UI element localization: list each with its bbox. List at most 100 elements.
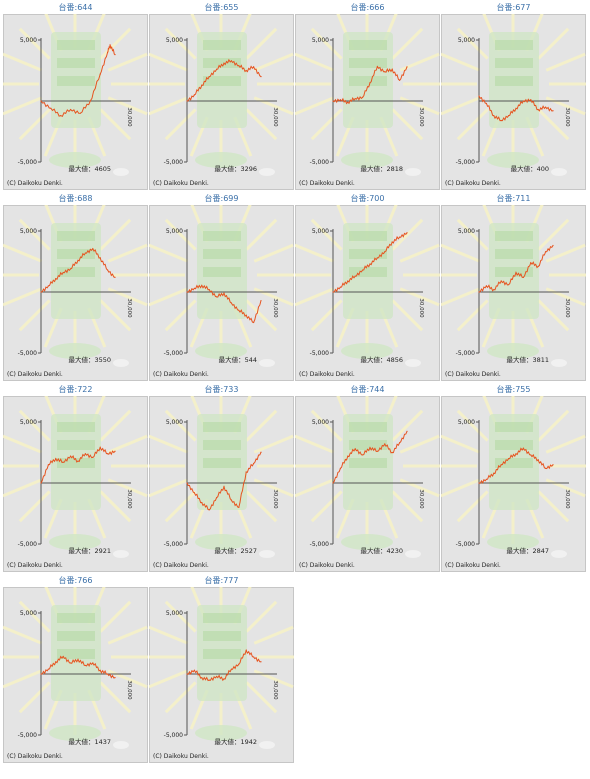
- chart-title[interactable]: 台番:744: [350, 385, 385, 394]
- chart-title[interactable]: 台番:755: [496, 385, 531, 394]
- x-label-end: 30,000: [564, 107, 570, 127]
- watermark-ray: [3, 243, 43, 263]
- chart-title[interactable]: 台番:700: [350, 194, 385, 203]
- watermark-ray: [18, 299, 51, 332]
- watermark-window: [203, 249, 241, 259]
- watermark-window: [203, 631, 241, 641]
- data-point: [253, 66, 255, 68]
- y-label-bottom: -5,000: [164, 159, 184, 166]
- chart-title[interactable]: 台番:677: [496, 3, 531, 12]
- chart-cell: 台番:677 5,000 -5,000 30,000 最大値：400 (C) Daikok…: [441, 0, 586, 190]
- data-point: [245, 69, 247, 72]
- watermark-ray: [107, 287, 148, 307]
- y-label-bottom: -5,000: [456, 541, 476, 548]
- watermark-window: [495, 231, 533, 241]
- watermark-ray: [253, 478, 294, 498]
- x-label-end: 30,000: [564, 489, 570, 509]
- data-point: [508, 458, 510, 460]
- data-point: [238, 506, 240, 508]
- watermark-ray: [391, 409, 424, 442]
- chart-title[interactable]: 台番:666: [350, 3, 385, 12]
- data-point: [55, 661, 57, 663]
- watermark-ray: [164, 409, 197, 442]
- watermark-ray: [537, 108, 570, 141]
- y-label-top: 5,000: [20, 610, 37, 617]
- y-label-top: 5,000: [166, 228, 183, 235]
- chart-cell: 台番:722 5,000 -5,000 30,000 最大値：2921 (C) Daiko…: [3, 382, 148, 572]
- watermark-ray: [99, 600, 132, 633]
- data-point: [347, 101, 349, 103]
- data-point: [99, 669, 101, 671]
- chart-title[interactable]: 台番:777: [204, 576, 239, 585]
- watermark-window: [57, 440, 95, 450]
- watermark-spot: [551, 359, 567, 367]
- data-point: [201, 284, 203, 286]
- y-label-top: 5,000: [458, 228, 475, 235]
- data-point: [530, 454, 532, 456]
- chart-cell: 台番:711 5,000 -5,000 30,000 最大値：3811 (C) Daiko…: [441, 191, 586, 381]
- watermark-ray: [245, 600, 278, 633]
- watermark-ray: [164, 490, 197, 523]
- watermark-window: [203, 613, 241, 623]
- x-label-end: 30,000: [126, 298, 132, 318]
- chart-title[interactable]: 台番:711: [496, 194, 531, 203]
- watermark-window: [203, 458, 241, 468]
- watermark-window: [203, 40, 241, 50]
- y-label-top: 5,000: [312, 37, 329, 44]
- chart-title[interactable]: 台番:644: [58, 3, 93, 12]
- x-label-end: 30,000: [272, 680, 278, 700]
- watermark-ray: [391, 27, 424, 60]
- watermark-window: [57, 422, 95, 432]
- chart-title[interactable]: 台番:722: [58, 385, 93, 394]
- data-point: [508, 284, 510, 286]
- chart-title[interactable]: 台番:733: [204, 385, 239, 394]
- data-point: [537, 459, 539, 461]
- data-point: [40, 291, 42, 293]
- chart-title[interactable]: 台番:699: [204, 194, 239, 203]
- max-value-label: 最大値：544: [219, 355, 257, 364]
- chart-title[interactable]: 台番:688: [58, 194, 93, 203]
- chart-title[interactable]: 台番:766: [58, 576, 93, 585]
- data-point: [50, 107, 52, 109]
- data-point: [223, 486, 225, 488]
- watermark-ray: [18, 490, 51, 523]
- watermark-ray: [149, 669, 189, 689]
- data-point: [92, 662, 94, 664]
- x-label-end: 30,000: [126, 489, 132, 509]
- x-label-end: 30,000: [564, 298, 570, 318]
- watermark-ray: [107, 52, 148, 72]
- data-point: [238, 309, 240, 311]
- data-point: [399, 79, 401, 81]
- data-point: [216, 68, 218, 70]
- y-label-top: 5,000: [166, 419, 183, 426]
- data-point: [478, 482, 480, 484]
- watermark-ray: [310, 490, 343, 523]
- watermark-ray: [253, 96, 294, 116]
- watermark-ray: [399, 287, 440, 307]
- data-point: [84, 453, 86, 455]
- data-point: [485, 285, 487, 287]
- watermark-ray: [545, 96, 586, 116]
- data-point: [537, 108, 539, 111]
- y-label-top: 5,000: [20, 228, 37, 235]
- watermark-ray: [18, 218, 51, 251]
- data-point: [391, 451, 393, 454]
- watermark-ray: [245, 218, 278, 251]
- watermark-ray: [164, 600, 197, 633]
- data-point: [552, 110, 554, 112]
- data-point: [478, 95, 480, 97]
- watermark-ray: [149, 243, 189, 263]
- chart-title[interactable]: 台番:655: [204, 3, 239, 12]
- watermark-window: [495, 440, 533, 450]
- data-point: [354, 97, 356, 100]
- data-point: [201, 677, 203, 679]
- data-point: [384, 443, 386, 445]
- data-point: [114, 276, 116, 278]
- watermark-ray: [456, 27, 489, 60]
- watermark-ray: [545, 478, 586, 498]
- data-point: [114, 450, 116, 452]
- data-point: [47, 285, 50, 287]
- data-point: [70, 455, 72, 457]
- chart-cell: 台番:777 5,000 -5,000 30,000 最大値：1942 (C) Daiko…: [149, 573, 294, 763]
- data-point: [84, 252, 86, 254]
